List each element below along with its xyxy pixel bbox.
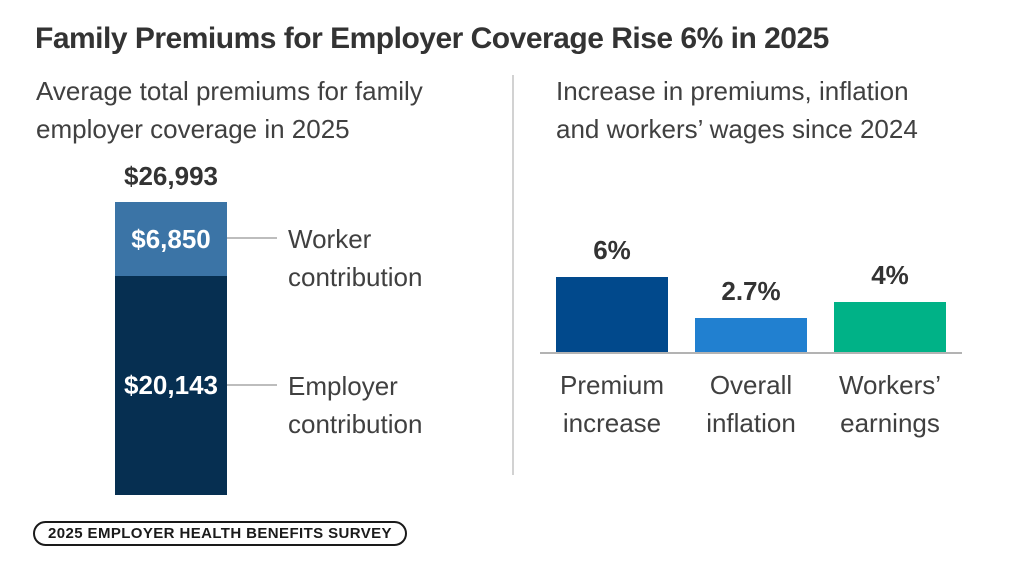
right-chart-category-labels: Premium increase Overall inflation Worke… xyxy=(556,366,946,442)
bar-column-workers-earnings: 4% xyxy=(834,260,946,352)
bar-column-overall-inflation: 2.7% xyxy=(695,276,807,352)
vertical-divider xyxy=(512,75,514,475)
worker-contribution-callout: Worker contribution xyxy=(288,224,423,292)
category-label-premium-increase: Premium increase xyxy=(559,370,664,438)
source-badge: 2025 EMPLOYER HEALTH BENEFITS SURVEY xyxy=(33,521,407,546)
bar-value-label: 4% xyxy=(871,260,909,290)
bar-value-label: 2.7% xyxy=(721,276,781,306)
worker-contribution-segment: $6,850 xyxy=(115,202,227,276)
bar-workers-earnings xyxy=(834,302,946,352)
bar-value-label: 6% xyxy=(593,235,631,265)
worker-callout-line xyxy=(227,237,277,239)
employer-contribution-segment: $20,143 xyxy=(115,276,227,495)
employer-contribution-value: $20,143 xyxy=(124,370,218,400)
left-chart-subtitle: Average total premiums for family employ… xyxy=(36,76,423,144)
right-chart-subtitle: Increase in premiums, inflation and work… xyxy=(556,76,918,144)
category-label-workers-earnings: Workers’ earnings xyxy=(838,370,942,438)
right-chart-plot-area: 6% 2.7% 4% xyxy=(556,235,946,352)
worker-contribution-value: $6,850 xyxy=(131,224,211,254)
page-title: Family Premiums for Employer Coverage Ri… xyxy=(35,22,829,55)
bar-overall-inflation xyxy=(695,318,807,352)
bar-column-premium-increase: 6% xyxy=(556,235,668,352)
bar-premium-increase xyxy=(556,277,668,352)
employer-contribution-callout: Employer contribution xyxy=(288,371,423,439)
x-axis-line xyxy=(540,352,962,354)
stacked-bar-total-label: $26,993 xyxy=(124,161,218,191)
category-label-overall-inflation: Overall inflation xyxy=(706,370,796,438)
employer-callout-line xyxy=(227,384,277,386)
